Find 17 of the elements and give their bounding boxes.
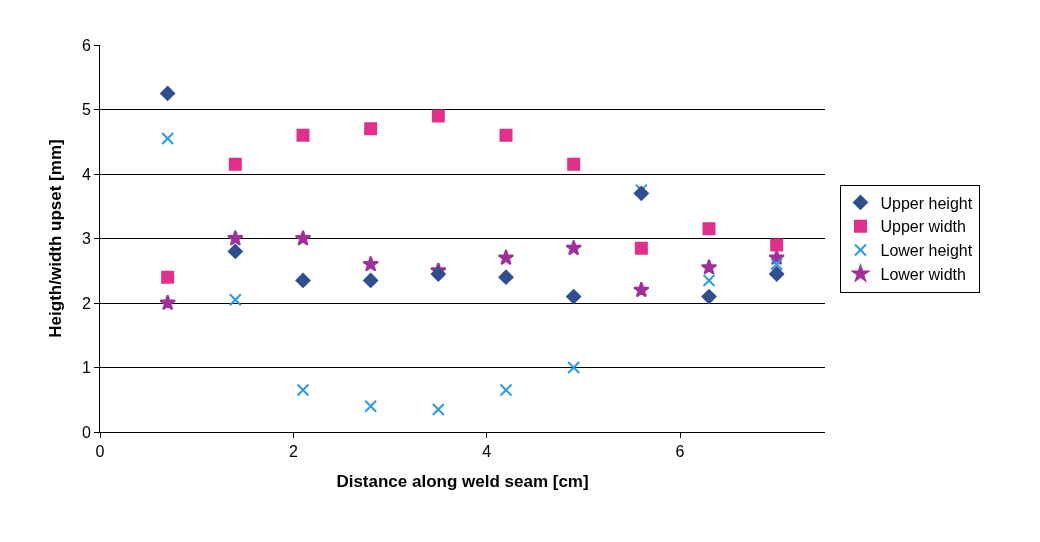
x-tick-label: 2	[288, 443, 298, 461]
y-tick-label: 4	[81, 165, 91, 183]
y-tick-label: 5	[81, 101, 91, 119]
y-tick-label: 1	[81, 359, 91, 377]
legend-label: Upper width	[880, 218, 966, 236]
x-tick-label: 0	[95, 443, 105, 461]
y-axis-title: Heigth/width upset [mm]	[46, 139, 66, 338]
x-tick-label: 4	[482, 443, 492, 461]
y-tick-label: 2	[81, 294, 91, 312]
y-tick-label: 6	[81, 36, 91, 54]
y-tick-label: 3	[81, 230, 91, 248]
legend-label: Lower width	[880, 266, 966, 284]
x-tick-label: 6	[675, 443, 685, 461]
x-axis-title: Distance along weld seam [cm]	[336, 471, 589, 491]
y-tick-label: 0	[81, 423, 91, 441]
legend-label: Lower height	[880, 242, 973, 260]
legend-label: Upper height	[880, 194, 973, 212]
